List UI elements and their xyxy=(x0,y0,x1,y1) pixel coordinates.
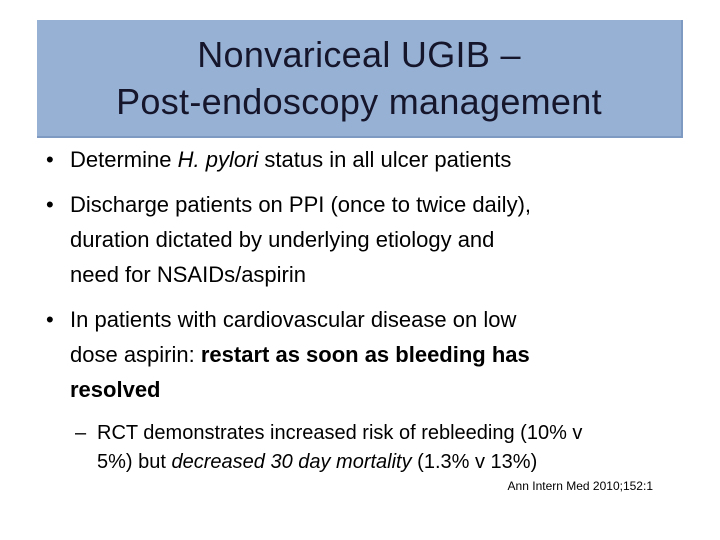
text-segment: (1.3% v 13%) xyxy=(411,451,538,473)
text-segment: 5%) but xyxy=(97,451,172,473)
bullet-item-hpylori: • Determine H. pylori status in all ulce… xyxy=(46,142,671,177)
text-segment-bold: restart as soon as bleeding has xyxy=(200,342,530,367)
text-line: Determine H. pylori status in all ulcer … xyxy=(70,142,511,177)
bullet-item-ppi-discharge: • Discharge patients on PPI (once to twi… xyxy=(46,187,671,292)
text-line: In patients with cardiovascular disease … xyxy=(70,302,530,337)
text-line: RCT demonstrates increased risk of reble… xyxy=(97,419,582,448)
bullet-icon: • xyxy=(46,147,54,172)
text-segment: Discharge patients on PPI (once to twice… xyxy=(70,192,532,217)
citation-reference: Ann Intern Med 2010;152:1 xyxy=(507,479,653,493)
bullet-icon: • xyxy=(46,192,54,217)
text-line: dose aspirin: restart as soon as bleedin… xyxy=(70,337,530,372)
title-line-1: Nonvariceal UGIB – xyxy=(197,34,521,75)
text-segment: In patients with cardiovascular disease … xyxy=(70,307,517,332)
text-line: Discharge patients on PPI (once to twice… xyxy=(70,187,531,222)
bullet-list: • Determine H. pylori status in all ulce… xyxy=(46,142,671,417)
text-segment-italic: decreased 30 day mortality xyxy=(171,451,412,473)
text-line: 5%) but decreased 30 day mortality (1.3%… xyxy=(97,448,582,477)
text-segment: status in all ulcer patients xyxy=(258,147,512,172)
text-segment: Determine xyxy=(70,147,178,172)
text-line: need for NSAIDs/aspirin xyxy=(70,257,531,292)
bullet-text: In patients with cardiovascular disease … xyxy=(70,302,530,407)
sub-bullet-text: RCT demonstrates increased risk of reble… xyxy=(97,419,582,477)
text-line: duration dictated by underlying etiology… xyxy=(70,222,531,257)
bullet-text: Determine H. pylori status in all ulcer … xyxy=(70,142,511,177)
text-line: resolved xyxy=(70,372,530,407)
title-line-2: Post-endoscopy management xyxy=(116,81,602,122)
bullet-item-cardiovascular-aspirin: • In patients with cardiovascular diseas… xyxy=(46,302,671,407)
text-segment: need for NSAIDs/aspirin xyxy=(70,262,306,287)
slide-title-box: Nonvariceal UGIB – Post-endoscopy manage… xyxy=(37,20,683,138)
text-segment-bold: resolved xyxy=(70,377,161,402)
text-segment-italic: H. pylori xyxy=(177,147,259,172)
bullet-icon: • xyxy=(46,307,54,332)
text-segment: dose aspirin: xyxy=(70,342,201,367)
text-segment: RCT demonstrates increased risk of reble… xyxy=(97,422,583,444)
bullet-text: Discharge patients on PPI (once to twice… xyxy=(70,187,531,292)
dash-icon: – xyxy=(75,422,87,444)
text-segment: duration dictated by underlying etiology… xyxy=(70,227,495,252)
sub-bullet-rct: – RCT demonstrates increased risk of reb… xyxy=(75,419,675,477)
